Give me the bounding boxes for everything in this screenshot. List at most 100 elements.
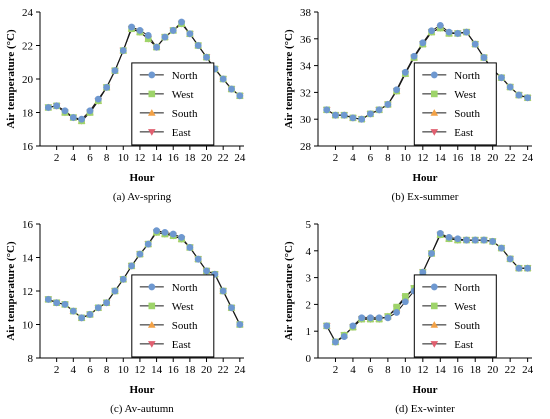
x-axis-title: Hour bbox=[412, 384, 437, 396]
legend-box bbox=[413, 62, 497, 146]
x-tick-label: 12 bbox=[134, 364, 145, 376]
x-tick-label: 2 bbox=[333, 364, 339, 376]
point-north bbox=[53, 102, 61, 110]
point-north bbox=[506, 83, 514, 91]
point-north bbox=[428, 27, 435, 35]
legend: North West South East bbox=[131, 62, 215, 146]
point-north bbox=[401, 68, 409, 76]
x-tick-label: 10 bbox=[400, 364, 412, 376]
x-tick-label: 14 bbox=[151, 152, 163, 164]
y-axis-title: Air temperature (°C) bbox=[5, 241, 17, 341]
point-north bbox=[524, 94, 532, 102]
y-tick-label: 10 bbox=[22, 320, 34, 332]
x-tick-label: 18 bbox=[184, 152, 196, 164]
point-north bbox=[498, 74, 505, 82]
legend-label-south: South bbox=[172, 108, 198, 120]
y-tick-label: 2 bbox=[306, 299, 312, 311]
point-north bbox=[44, 104, 52, 111]
point-north bbox=[349, 114, 357, 122]
point-north bbox=[489, 238, 497, 245]
y-tick-label: 5 bbox=[306, 219, 312, 231]
x-tick-label: 16 bbox=[452, 152, 464, 164]
y-tick-label: 18 bbox=[22, 108, 34, 120]
legend-marker-east bbox=[148, 129, 156, 136]
point-north bbox=[111, 67, 119, 75]
point-north bbox=[436, 229, 444, 237]
point-north bbox=[53, 299, 61, 307]
legend-label-north: North bbox=[454, 282, 480, 294]
point-north bbox=[44, 295, 52, 303]
y-tick-label: 30 bbox=[300, 114, 312, 126]
legend-label-north: North bbox=[172, 282, 198, 294]
x-tick-label: 2 bbox=[54, 152, 60, 164]
x-tick-label: 12 bbox=[134, 152, 145, 164]
point-north bbox=[136, 250, 144, 258]
legend-label-east: East bbox=[454, 127, 473, 139]
x-axis-title: Hour bbox=[129, 384, 154, 396]
x-tick-label: 6 bbox=[368, 152, 374, 164]
x-tick-label: 8 bbox=[104, 152, 110, 164]
x-tick-label: 18 bbox=[470, 152, 482, 164]
point-north bbox=[78, 115, 86, 123]
point-north bbox=[161, 33, 169, 41]
legend-marker-south bbox=[148, 321, 156, 328]
y-tick-label: 16 bbox=[22, 141, 34, 153]
point-north bbox=[323, 322, 331, 330]
point-north bbox=[445, 234, 453, 241]
x-tick-label: 12 bbox=[417, 364, 428, 376]
point-north bbox=[471, 236, 479, 244]
x-tick-label: 8 bbox=[104, 364, 110, 376]
x-tick-label: 6 bbox=[87, 364, 93, 376]
point-north bbox=[358, 115, 366, 123]
legend-marker-west bbox=[148, 90, 156, 98]
legend-marker-east bbox=[430, 341, 439, 348]
legend-box bbox=[131, 274, 215, 358]
y-tick-label: 38 bbox=[300, 7, 312, 19]
legend-marker-north bbox=[148, 71, 156, 79]
y-tick-label: 3 bbox=[306, 273, 312, 285]
point-north bbox=[463, 236, 470, 244]
x-tick-label: 24 bbox=[522, 364, 534, 376]
point-north bbox=[419, 39, 427, 47]
point-north bbox=[169, 230, 177, 238]
legend-label-north: North bbox=[454, 70, 480, 82]
legend-label-west: West bbox=[454, 89, 476, 101]
y-tick-label: 36 bbox=[300, 34, 312, 46]
point-north bbox=[186, 30, 194, 38]
y-tick-label: 24 bbox=[22, 7, 34, 19]
panel-caption: (a) Av-spring bbox=[113, 191, 172, 203]
x-tick-label: 4 bbox=[350, 364, 356, 376]
x-tick-label: 14 bbox=[435, 152, 447, 164]
point-north bbox=[128, 262, 135, 270]
point-north bbox=[454, 235, 462, 243]
point-north bbox=[358, 314, 366, 322]
point-north bbox=[340, 333, 348, 340]
legend-label-west: West bbox=[172, 89, 194, 101]
point-north bbox=[428, 250, 435, 257]
point-north bbox=[186, 244, 194, 251]
panel-caption: (d) Ex-winter bbox=[395, 403, 455, 415]
point-north bbox=[178, 18, 185, 26]
legend-label-south: South bbox=[172, 320, 198, 332]
point-north bbox=[144, 32, 152, 39]
point-north bbox=[480, 236, 488, 244]
y-tick-label: 12 bbox=[22, 286, 33, 298]
point-north bbox=[367, 314, 374, 322]
x-tick-label: 24 bbox=[234, 364, 246, 376]
x-tick-label: 4 bbox=[71, 364, 77, 376]
x-tick-label: 24 bbox=[234, 152, 246, 164]
y-axis-title: Air temperature (°C) bbox=[5, 29, 17, 129]
legend-marker-west bbox=[431, 90, 438, 98]
x-tick-label: 6 bbox=[87, 152, 93, 164]
x-tick-label: 10 bbox=[400, 152, 412, 164]
legend-box bbox=[131, 62, 215, 146]
x-tick-label: 14 bbox=[435, 364, 447, 376]
x-axis-title: Hour bbox=[129, 172, 154, 184]
legend-marker-south bbox=[430, 321, 439, 328]
legend-box bbox=[413, 274, 497, 358]
x-tick-label: 18 bbox=[470, 364, 482, 376]
y-tick-label: 20 bbox=[22, 74, 34, 86]
